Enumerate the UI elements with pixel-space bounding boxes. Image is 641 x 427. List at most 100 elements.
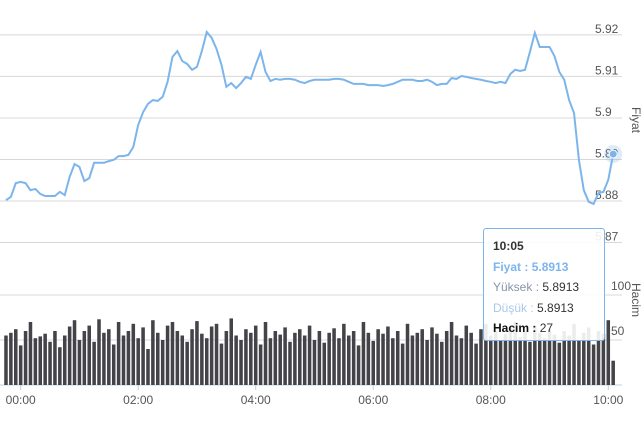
volume-bar [415,332,420,385]
tooltip-row: Düşük5.8913 [493,298,595,319]
volume-bar [38,336,43,385]
volume-bar [464,325,469,385]
tooltip-label: Hacim [493,321,540,335]
volume-bar [18,345,23,385]
volume-bar [136,338,140,385]
volume-bar [195,321,199,385]
volume-bar [420,329,424,385]
volume-bar [278,334,282,385]
volume-bar [386,326,390,385]
tooltip-value: 5.8913 [537,300,574,315]
x-tick-label: 04:00 [241,393,271,407]
volume-bar [596,331,601,385]
y-axis-title: Fiyat [629,107,641,134]
volume-bar [342,323,346,385]
volume-bar [53,331,57,385]
volume-bar [366,332,371,385]
tooltip-value: 5.8913 [531,259,569,274]
y2-tick-label: 50 [611,324,625,338]
volume-bar [9,332,13,385]
volume-bar [224,331,229,385]
tooltip-value: 5.8913 [542,280,580,294]
volume-bar [107,329,111,385]
volume-bar [327,332,331,385]
x-tick-label: 02:00 [123,393,153,407]
y2-tick-label: 100 [611,279,631,293]
volume-bar [165,325,170,385]
tooltip-row: Yüksek5.8913 [493,277,595,298]
volume-bar [528,341,532,385]
tooltip-row: Hacim27 [493,318,595,339]
volume-bar [322,342,327,385]
volume-bar [498,340,503,385]
volume-bar [82,331,87,385]
volume-bar [547,329,552,385]
volume-bar [346,335,351,385]
volume-bar [214,323,219,385]
volume-bar [376,329,380,385]
volume-bar [58,347,62,385]
x-tick-label: 00:00 [6,393,36,407]
volume-bar [410,335,415,385]
volume-bar [601,333,606,385]
volume-bar [67,326,72,385]
x-tick-label: 08:00 [476,393,506,407]
tooltip-label: Düşük [493,301,537,315]
tooltip-label: Fiyat [493,260,532,274]
volume-bar [503,333,508,385]
volume-bar [209,326,214,385]
price-line [5,29,615,206]
volume-bar [111,344,116,385]
volume-bar [444,331,449,385]
volume-bar [337,338,341,385]
volume-bar [484,323,488,385]
volume-bar [440,341,444,385]
volume-bar [361,322,366,385]
volume-bar [474,343,478,385]
volume-bar [48,341,52,385]
volume-bar [263,322,268,385]
volume-bar [131,323,136,385]
volume-bar [591,344,596,385]
volume-bar [508,327,513,385]
volume-bar [425,340,429,385]
volume-bar [611,360,615,385]
volume-bar [586,327,591,385]
volume-bar [454,335,459,385]
volume-bar [204,338,209,385]
volume-bar [381,333,385,385]
volume-bar [293,332,297,385]
volume-bar [332,328,336,385]
volume-bar [151,320,155,385]
hover-marker [608,149,618,159]
volume-bar [77,340,82,385]
volume-bar [273,331,278,385]
volume-bar [459,338,464,385]
volume-bar [33,338,38,385]
volume-bar [298,329,302,385]
volume-bar [4,335,8,385]
volume-bar [156,332,160,385]
volume-bar [258,344,263,385]
x-tick-label: 10:00 [593,393,623,407]
volume-bar [102,332,106,385]
tooltip-row: Fiyat5.8913 [493,257,595,278]
volume-bar [567,335,571,385]
volume-bar [533,325,537,385]
volume-bar [489,335,493,385]
volume-bar [542,338,547,385]
volume-bar [523,331,527,385]
tooltip: 10:05 Fiyat5.8913 Yüksek5.8913 Düşük5.89… [483,228,605,341]
volume-bar [562,331,566,385]
volume-bar [126,331,131,385]
volume-bar [430,327,434,385]
volume-bar [356,345,361,385]
volume-bar [469,332,473,385]
tooltip-label: Yüksek [493,280,542,294]
volume-bar [307,325,312,385]
volume-bar [97,319,101,385]
volume-bar [449,322,454,385]
volume-bar [175,331,180,385]
